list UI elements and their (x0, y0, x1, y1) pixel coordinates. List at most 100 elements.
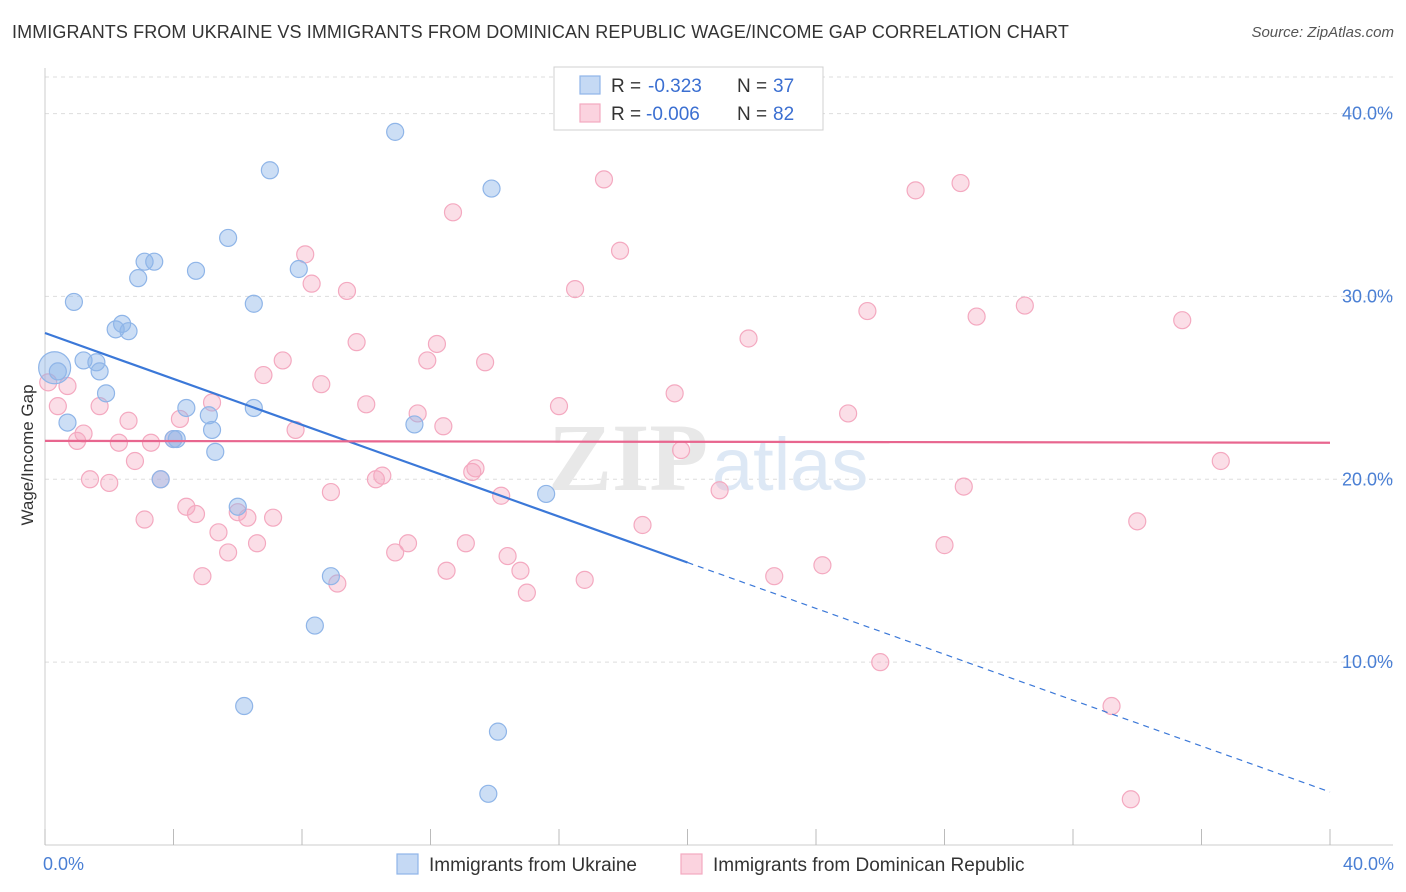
watermark-zip: ZIP (548, 404, 708, 511)
y-tick-label: 20.0% (1342, 469, 1393, 489)
bottom-legend-swatch-dominican (680, 853, 703, 875)
point-dominican (511, 561, 530, 580)
point-ukraine (186, 261, 206, 280)
point-dominican (710, 481, 729, 500)
x-tick-label-min: 0.0% (43, 854, 84, 874)
point-ukraine (199, 406, 218, 425)
point-dominican (100, 473, 119, 493)
x-ticks (44, 829, 1331, 845)
legend-swatch-ukraine (579, 75, 601, 95)
point-dominican (443, 203, 463, 222)
point-dominican (193, 567, 212, 586)
point-dominican (302, 274, 321, 293)
point-ukraine (38, 351, 72, 385)
point-ukraine (244, 294, 263, 313)
point-ukraine (479, 784, 498, 803)
legend-n-value-dominican: 82 (773, 104, 794, 125)
point-dominican (935, 536, 954, 555)
trend-lines (44, 331, 1331, 793)
point-dominican (594, 170, 614, 189)
point-dominican (498, 546, 517, 566)
point-ukraine (228, 497, 247, 516)
point-dominican (1173, 311, 1192, 330)
bottom-legend: Immigrants from Ukraine Immigrants from … (396, 853, 1025, 876)
point-ukraine (289, 259, 308, 279)
point-dominican (466, 459, 485, 478)
point-dominican (119, 411, 138, 430)
point-dominican (273, 351, 292, 370)
point-dominican (967, 307, 986, 326)
y-tick-labels: 10.0% 20.0% 30.0% 40.0% (1342, 104, 1393, 673)
axes (44, 68, 1393, 846)
point-ukraine (151, 470, 170, 489)
point-dominican (418, 351, 437, 370)
series-dominican-points (39, 111, 1230, 809)
stats-legend: R = -0.323 N = 37 R = -0.006 N = 82 (553, 66, 824, 131)
point-dominican (839, 404, 858, 423)
point-dominican (80, 470, 100, 489)
point-dominican (517, 583, 536, 602)
point-ukraine (260, 161, 279, 180)
point-dominican (312, 375, 331, 394)
point-dominican (386, 543, 405, 562)
point-dominican (177, 497, 196, 516)
point-dominican (109, 433, 128, 452)
point-dominican (328, 574, 347, 593)
legend-r-label-ukraine: R = (611, 76, 641, 97)
point-ukraine (129, 269, 148, 288)
point-ukraine (482, 179, 501, 198)
y-tick-label: 40.0% (1342, 104, 1393, 124)
point-dominican (565, 280, 585, 299)
point-ukraine (145, 252, 164, 271)
chart-title: IMMIGRANTS FROM UKRAINE VS IMMIGRANTS FR… (12, 22, 1069, 42)
point-dominican (951, 173, 970, 193)
trend-line-ukraine (44, 331, 688, 564)
bottom-legend-swatch-ukraine (396, 853, 419, 875)
point-dominican (228, 503, 247, 522)
point-dominican (954, 477, 973, 496)
legend-n-value-ukraine: 37 (773, 76, 794, 97)
point-dominican (476, 353, 495, 372)
point-dominican (739, 329, 758, 348)
point-ukraine (112, 314, 132, 333)
point-dominican (321, 482, 341, 502)
legend-n-label-dominican: N = (737, 104, 767, 125)
point-dominican (373, 466, 392, 485)
point-dominican (610, 241, 630, 260)
x-tick-label-max: 40.0% (1343, 854, 1394, 874)
point-dominican (357, 395, 376, 414)
point-dominican (254, 365, 273, 385)
point-dominican (125, 451, 145, 471)
point-dominican (1128, 512, 1147, 531)
legend-n-label-ukraine: N = (737, 76, 767, 97)
point-dominican (813, 556, 832, 575)
point-dominican (219, 543, 238, 562)
point-ukraine (90, 362, 109, 381)
point-dominican (1211, 451, 1230, 471)
point-ukraine (119, 322, 138, 341)
point-ukraine (235, 696, 254, 716)
point-dominican (209, 523, 228, 542)
trend-line-ukraine-extrapolated (687, 561, 1331, 793)
point-ukraine (305, 616, 324, 635)
point-dominican (434, 417, 453, 436)
point-ukraine (96, 384, 116, 403)
legend-r-value-dominican: -0.006 (646, 104, 700, 125)
y-tick-label: 10.0% (1342, 652, 1393, 672)
legend-r-value-ukraine: -0.323 (648, 76, 702, 97)
point-ukraine (386, 122, 405, 141)
point-dominican (437, 561, 456, 580)
trend-line-dominican (44, 439, 1331, 444)
watermark-atlas: atlas (712, 423, 868, 506)
point-dominican (549, 397, 569, 416)
point-dominican (871, 653, 890, 672)
point-ukraine (488, 722, 508, 741)
point-dominican (347, 333, 366, 352)
series-ukraine-points (38, 122, 556, 803)
bottom-legend-label-dominican: Immigrants from Dominican Republic (713, 855, 1025, 876)
point-ukraine (177, 398, 196, 418)
point-ukraine (58, 413, 77, 432)
point-dominican (456, 534, 475, 553)
point-dominican (765, 567, 784, 586)
point-dominican (398, 534, 418, 553)
